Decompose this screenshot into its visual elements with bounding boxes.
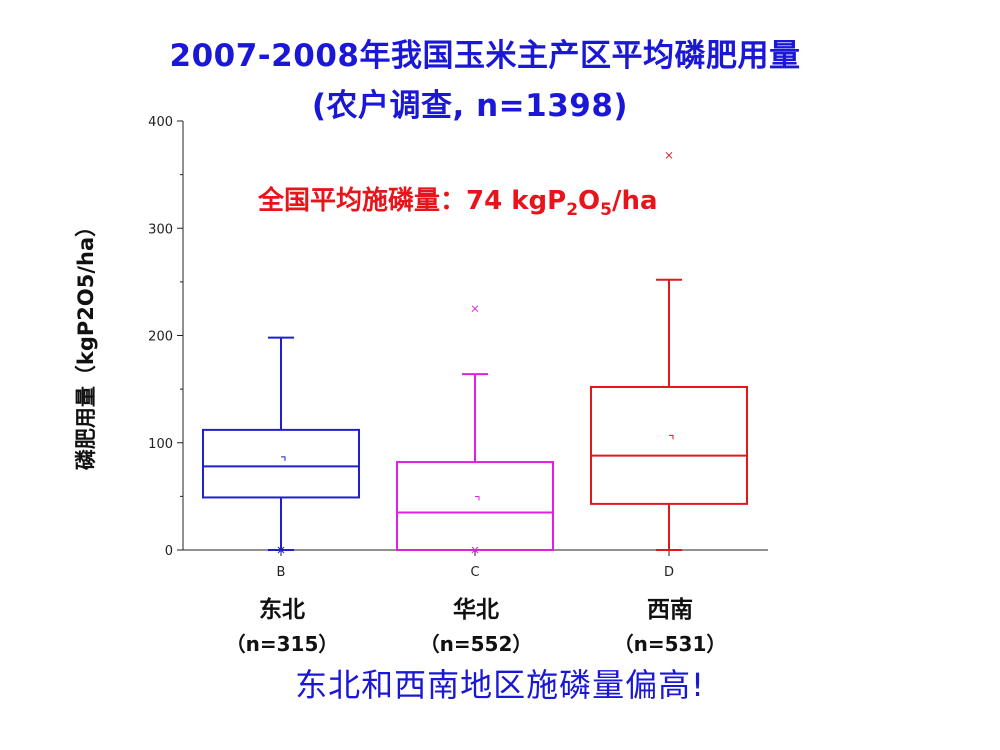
x-tick-label: B (277, 565, 286, 580)
annotation-prefix: 全国平均施磷量：74 kgP (258, 186, 567, 216)
category-name: 西南 (647, 597, 693, 623)
y-tick-label: 200 (148, 330, 173, 345)
y-tick-label: 300 (148, 222, 173, 237)
mean-marker (669, 434, 674, 440)
iqr-box (396, 461, 554, 551)
conclusion-text: 东北和西南地区施磷量偏高! (295, 666, 705, 704)
outlier-point (471, 546, 479, 554)
category-name: 华北 (453, 597, 499, 623)
y-tick-label: 100 (148, 437, 173, 452)
y-tick-label: 400 (148, 115, 173, 130)
annotation-sub2: 5 (600, 200, 612, 220)
chart-title-line1: 2007-2008年我国玉米主产区平均磷肥用量 (169, 38, 801, 74)
mean-marker (475, 496, 480, 501)
iqr-box (590, 385, 748, 505)
category-northeast: 东北 （n=315） (212, 590, 352, 657)
category-north-china: 华北 （n=552） (406, 590, 546, 657)
x-tick-label: D (664, 565, 674, 580)
outlier-point (277, 546, 285, 554)
annotation-sub1: 2 (566, 200, 579, 220)
category-count: （n=531） (613, 632, 727, 656)
category-southwest: 西南 （n=531） (600, 590, 740, 657)
category-count: （n=315） (225, 632, 339, 656)
iqr-box (202, 428, 360, 499)
category-count: （n=552） (419, 632, 533, 656)
outlier-point (665, 151, 673, 159)
chart-title-line2: (农户调查, n=1398) (311, 88, 629, 124)
annotation-suffix: /ha (612, 186, 658, 216)
national-average-annotation: 全国平均施磷量：74 kgP2O5/ha (258, 180, 658, 220)
y-axis-label: 磷肥用量（kgP2O5/ha） (74, 215, 98, 471)
y-tick-label: 0 (165, 544, 173, 559)
mean-marker (281, 456, 286, 461)
annotation-mid: O (578, 186, 601, 216)
category-name: 东北 (259, 597, 305, 623)
x-tick-label: C (470, 565, 479, 580)
outlier-point (471, 305, 479, 313)
